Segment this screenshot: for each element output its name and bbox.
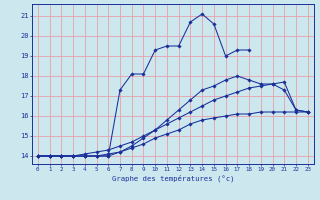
X-axis label: Graphe des températures (°c): Graphe des températures (°c) xyxy=(112,174,234,182)
